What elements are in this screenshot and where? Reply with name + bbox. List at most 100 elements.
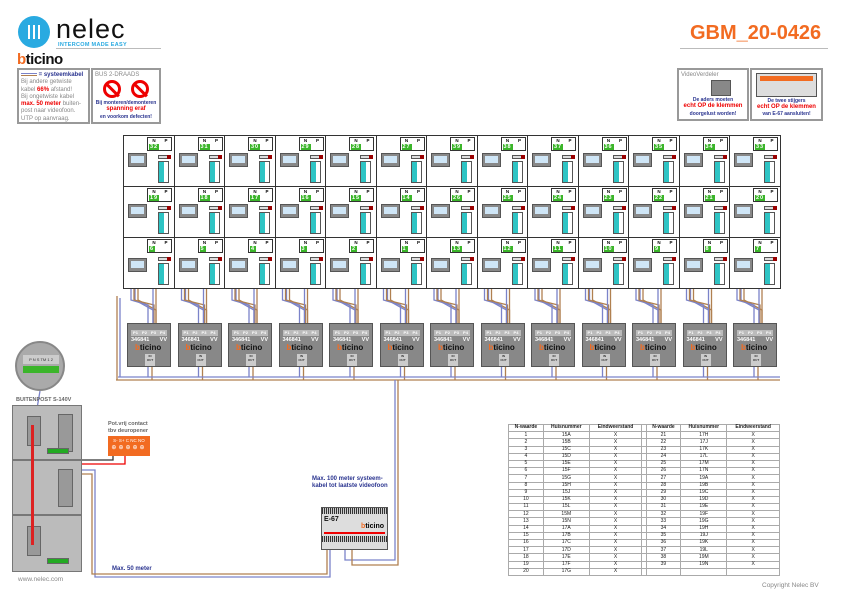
divider-type: VV	[462, 337, 470, 343]
videophone-icon	[582, 258, 602, 272]
table-cell: 15B	[542, 438, 590, 447]
port-label: P2	[647, 330, 652, 335]
apartment-cell: N P 19	[123, 186, 175, 238]
table-row: 12 15M X 32 19F X	[508, 510, 780, 519]
terminal-block	[713, 263, 725, 285]
bticino-logo: bticino	[17, 51, 63, 68]
divider-line	[56, 48, 161, 49]
video-divider: P1 P2 P3 P4 346841 VV bticino IN OUT	[581, 323, 626, 367]
video-divider: P1 P2 P3 P4 346841 VV bticino IN OUT	[329, 323, 373, 367]
p-label: P	[214, 138, 218, 143]
divider-code: 346841	[131, 337, 150, 343]
n-value: 24	[553, 195, 564, 201]
n-value: 25	[502, 195, 513, 201]
n-label: N	[657, 189, 661, 194]
divider-type: VV	[412, 337, 420, 343]
divider-code: 346841	[333, 337, 352, 343]
n-value: 6	[149, 246, 156, 252]
port-label: P1	[335, 330, 340, 335]
table-cell: 22	[645, 438, 682, 447]
e67-wire	[344, 380, 396, 561]
n-label: N	[202, 138, 207, 143]
p-label: P	[719, 138, 723, 143]
np-label: N P 18	[197, 188, 223, 202]
in-out-terminal: IN OUT	[700, 354, 711, 366]
np-label: N P 26	[450, 188, 475, 202]
apartment-cell: N P 9	[628, 237, 680, 289]
terminal-block	[612, 212, 624, 234]
videophone-icon	[683, 204, 703, 218]
bticino-logo: bticino	[236, 344, 262, 352]
apartment-cell: N P 39	[426, 135, 478, 187]
copyright: Copyright Nelec BV	[762, 582, 819, 589]
table-cell: 19K	[680, 538, 728, 548]
p-label: P	[568, 240, 572, 245]
port-label: P4	[463, 330, 468, 335]
table-row: 11 15L X 31 19E X	[508, 503, 780, 512]
n-value: 12	[502, 246, 513, 252]
termination-switch	[461, 155, 474, 159]
n-label: N	[152, 240, 156, 245]
n-label: N	[657, 240, 661, 245]
videophone-icon	[128, 153, 147, 167]
np-label: N P 30	[248, 137, 273, 151]
in-out-terminal: IN OUT	[296, 354, 307, 366]
videophone-icon	[532, 204, 551, 218]
port-label: P3	[252, 330, 257, 335]
port-label: P1	[436, 330, 441, 335]
n-value: 23	[603, 195, 614, 201]
np-label: N P 6	[147, 239, 172, 253]
terminal-block	[309, 263, 321, 285]
n-value: 15	[351, 195, 362, 201]
brand-b: b	[286, 343, 292, 352]
table-cell: 19L	[680, 546, 728, 555]
terminal-block	[663, 212, 674, 234]
cable-note: = systeemkabel Bij andere getwiste kabel…	[17, 68, 90, 124]
video-divider: P1 P2 P3 P4 346841 VV bticino IN OUT	[632, 323, 676, 367]
p-label: P	[568, 189, 572, 194]
terminal-magnifier: P N S TM 1 2	[15, 341, 65, 391]
brand-rest: ticino	[644, 343, 667, 352]
videophone-icon	[178, 153, 198, 167]
table-cell: 17J	[680, 438, 728, 447]
contact-wire	[72, 456, 126, 465]
p-label: P	[366, 189, 370, 194]
termination-switch	[764, 206, 777, 210]
table-cell: X	[588, 438, 643, 447]
n-value: 29	[300, 144, 311, 150]
terminal-block	[461, 212, 472, 234]
apartment-cell: N P 26	[426, 186, 478, 238]
p-label: P	[770, 138, 774, 143]
p-label: P	[618, 138, 622, 143]
port-label: P1	[183, 330, 189, 335]
table-cell	[641, 495, 647, 505]
document-title: GBM_20-0426	[690, 22, 822, 44]
p-label: P	[467, 240, 471, 245]
table-cell: X	[726, 481, 780, 490]
brand-tagline: INTERCOM MADE EASY	[58, 42, 127, 48]
n-value: 22	[654, 195, 665, 201]
terminal-block	[461, 161, 472, 183]
n-label: N	[707, 240, 712, 245]
n-label: N	[404, 189, 409, 194]
p-label: P	[315, 138, 319, 143]
divider-ports: P1 P2 P3 P4	[333, 330, 369, 336]
termination-switch	[259, 257, 272, 261]
terminal-block	[259, 212, 270, 234]
brand-b: b	[236, 343, 241, 352]
termination-switch	[309, 155, 323, 159]
termination-switch	[562, 155, 575, 159]
terminal-block	[309, 161, 321, 183]
port-label: P1	[385, 330, 391, 335]
termination-switch	[360, 206, 373, 210]
terminal-block	[511, 212, 523, 234]
termination-switch	[309, 206, 323, 210]
table-row: 10 15K X 30 19D X	[508, 495, 780, 505]
port-label: P3	[555, 330, 560, 335]
column-header: Eindweerstand	[726, 423, 780, 433]
np-label: N P 25	[500, 188, 526, 202]
brand-b: b	[135, 343, 140, 352]
videoverdeler-note: VideoVerdeler De aders moeten echt OP de…	[677, 68, 749, 121]
np-label: N P 13	[450, 239, 475, 253]
port-label: P4	[210, 330, 216, 335]
